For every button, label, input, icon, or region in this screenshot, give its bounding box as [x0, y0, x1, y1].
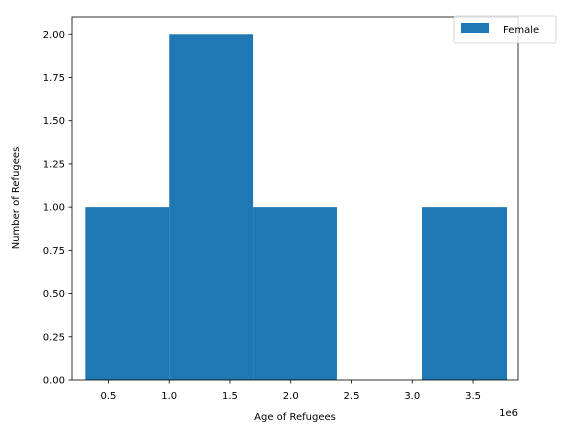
x-tick-label: 1.5 [222, 391, 238, 402]
x-axis-offset-label: 1e6 [499, 408, 518, 419]
x-axis-ticks: 0.5 1.0 1.5 2.0 2.5 3.0 3.5 [101, 380, 481, 402]
x-tick-label: 2.5 [344, 391, 360, 402]
x-tick-label: 2.0 [283, 391, 299, 402]
y-axis-ticks: 0.00 0.25 0.50 0.75 1.00 1.25 1.50 1.75 2.00 [43, 30, 72, 387]
legend-box [453, 15, 557, 44]
y-tick-label: 0.75 [43, 246, 65, 257]
y-tick-label: 0.00 [43, 376, 65, 387]
y-tick-label: 0.50 [43, 289, 65, 300]
histogram-bar-2 [253, 207, 337, 380]
y-tick-label: 1.00 [43, 203, 65, 214]
x-axis-label: Age of Refugees [254, 412, 336, 423]
plot-frame [71, 16, 519, 381]
legend-swatch [461, 23, 489, 33]
y-tick-label: 1.25 [43, 159, 65, 170]
legend: Female [453, 15, 557, 44]
legend-label: Female [503, 25, 539, 36]
y-tick-label: 2.00 [43, 30, 65, 41]
y-axis-label: Number of Refugees [11, 147, 22, 250]
histogram-bar-1 [169, 34, 254, 381]
x-tick-label: 1.0 [161, 391, 177, 402]
x-tick-label: 3.5 [465, 391, 481, 402]
histogram-bar-4 [421, 207, 508, 380]
y-tick-label: 1.50 [43, 116, 65, 127]
y-tick-label: 0.25 [43, 332, 65, 343]
x-tick-label: 0.5 [101, 391, 117, 402]
histogram-bar-0 [85, 207, 170, 380]
y-tick-label: 1.75 [43, 73, 65, 84]
x-tick-label: 3.0 [404, 391, 420, 402]
bars-layer [85, 34, 508, 381]
